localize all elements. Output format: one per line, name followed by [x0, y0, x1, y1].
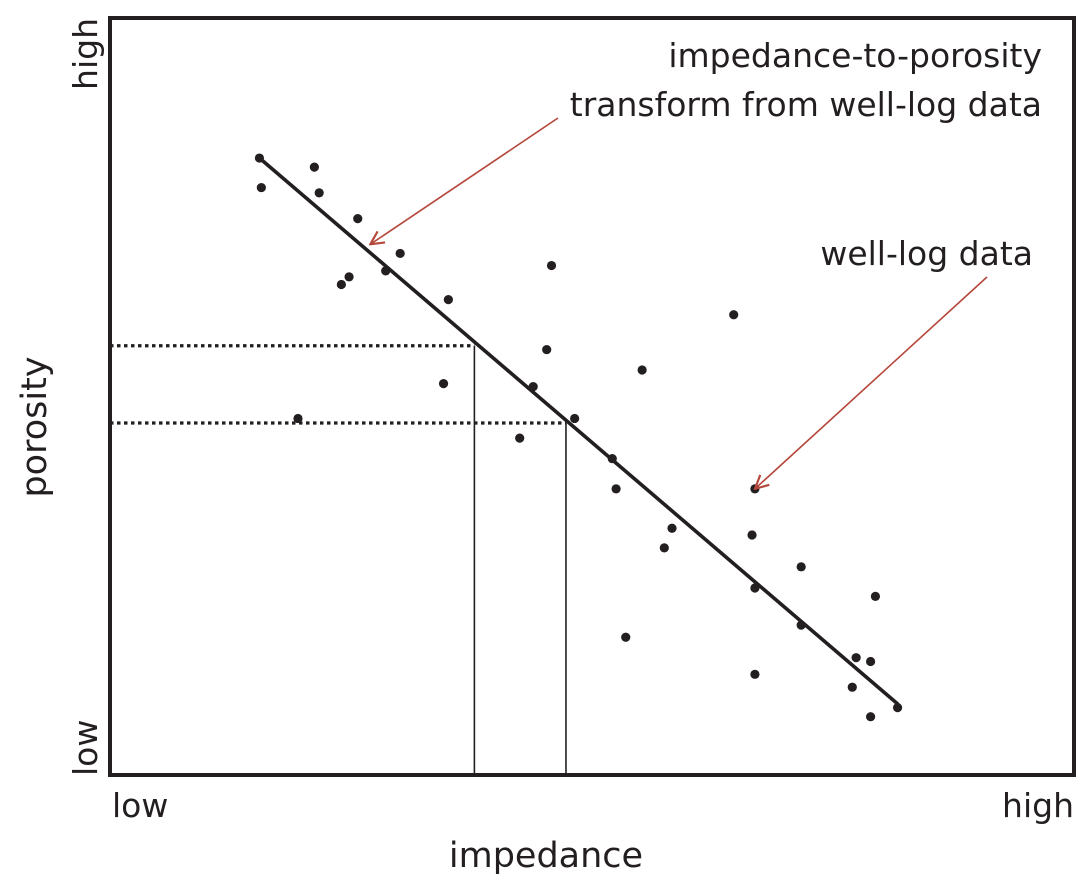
readout-guides	[110, 344, 567, 775]
data-point	[438, 379, 449, 389]
data-point	[293, 413, 303, 424]
annotations: impedance-to-porosity transform from wel…	[370, 36, 1042, 489]
plot-frame	[108, 16, 1076, 777]
data-point	[796, 562, 806, 572]
data-point	[865, 712, 876, 722]
annotation-transform-line-2: transform from well-log data	[570, 85, 1042, 124]
data-point	[336, 279, 346, 290]
data-point	[865, 656, 876, 667]
data-point	[870, 591, 881, 601]
data-point	[607, 453, 617, 464]
data-point	[750, 583, 760, 593]
data-point	[729, 310, 739, 320]
annotation-transform-line-1: impedance-to-porosity	[668, 36, 1042, 75]
data-point	[542, 344, 552, 355]
y-tick-label-high: high	[66, 18, 105, 90]
annotation-transform-arrow	[370, 117, 559, 244]
transform-trend-line-group	[257, 156, 900, 706]
data-point	[314, 188, 324, 198]
data-point	[256, 182, 266, 193]
data-point	[747, 530, 757, 540]
y-tick-label-low: low	[66, 720, 105, 776]
data-point	[309, 162, 319, 172]
data-point	[381, 266, 391, 276]
data-point	[344, 272, 354, 282]
data-point	[851, 653, 861, 663]
data-point	[528, 382, 538, 392]
annotation-welllog-arrow	[755, 276, 988, 489]
data-point	[750, 669, 760, 679]
x-tick-label-high: high	[1002, 786, 1074, 825]
well-log-points	[254, 153, 903, 722]
data-point	[659, 543, 669, 553]
annotation-welllog-label: well-log data	[820, 234, 1033, 273]
transform-trend-line	[257, 156, 900, 706]
data-point	[515, 433, 525, 443]
data-point	[621, 632, 631, 642]
data-point	[546, 260, 557, 271]
data-point	[353, 214, 363, 224]
y-axis-label: porosity	[15, 356, 55, 497]
data-point	[254, 153, 265, 163]
data-point	[667, 523, 677, 533]
plot-area	[108, 16, 1076, 777]
data-point	[395, 248, 405, 259]
data-point	[847, 682, 857, 692]
data-point	[611, 484, 621, 494]
x-axis-label: impedance	[449, 836, 643, 876]
data-point	[443, 295, 453, 305]
data-point	[637, 365, 647, 375]
x-tick-label-low: low	[112, 786, 168, 825]
data-point	[892, 703, 903, 713]
axis-labels: low high impedance high low porosity	[15, 18, 1074, 876]
data-point	[570, 413, 580, 424]
data-point	[796, 620, 806, 630]
